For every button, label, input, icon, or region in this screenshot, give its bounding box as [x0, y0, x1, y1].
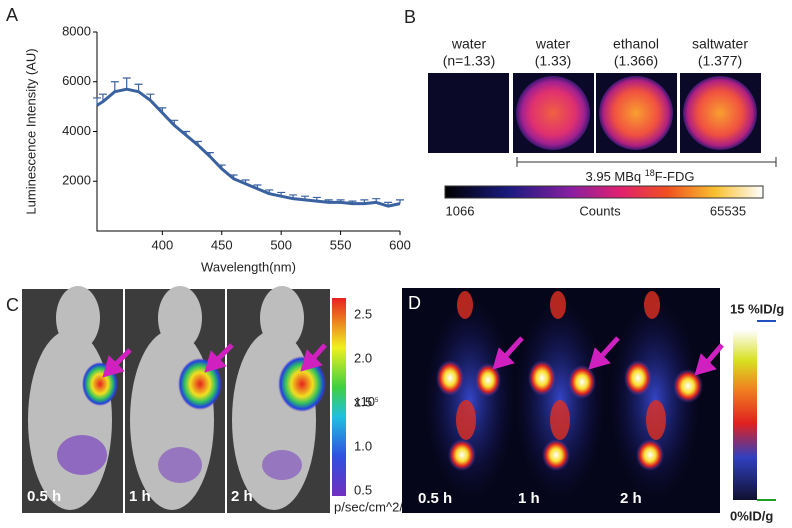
- bracket: [516, 157, 777, 167]
- bracket-label: 3.95 MBq 18F-FDG: [586, 168, 695, 184]
- y-tick-label: 4000: [62, 123, 91, 138]
- colorbar: [733, 330, 757, 500]
- colorbar-max: 65535: [710, 203, 746, 218]
- time-label: 1 h: [518, 490, 540, 507]
- line-chart: 2000 4000 6000 8000 400 450 500 550 600 Wavelengt…: [23, 23, 410, 274]
- superscript: 18: [645, 168, 655, 178]
- scale-base: x10: [354, 394, 375, 409]
- phantom-images: [428, 73, 761, 153]
- column-headers: water(n=1.33)water(1.33)ethanol(1.366)sa…: [443, 36, 749, 69]
- colorbar-bottom-label: 0%ID/g: [730, 508, 773, 523]
- x-tick-label: 500: [270, 237, 292, 252]
- superscript: 5: [375, 398, 379, 404]
- colorbar-top-label: 15 %ID/g: [730, 301, 784, 316]
- colorbar-units: p/sec/cm^2/sr: [334, 499, 414, 514]
- panel-label: D: [408, 293, 421, 313]
- error-bar: [122, 77, 131, 90]
- error-bar: [110, 81, 119, 92]
- y-tick-label: 8000: [62, 23, 91, 38]
- column-header: saltwater: [692, 36, 748, 52]
- column-header: (1.377): [698, 53, 742, 69]
- pet-images: [402, 288, 724, 513]
- column-header: water: [535, 36, 571, 52]
- time-label: 0.5 h: [27, 488, 61, 505]
- column-header: (1.366): [614, 53, 658, 69]
- phantom-image: [428, 73, 509, 153]
- colorbar-tick: 1.5: [354, 394, 372, 409]
- column-header: (1.33): [535, 53, 572, 69]
- colorbar-title: Counts: [579, 203, 621, 218]
- colorbar-tick: 1.0: [354, 438, 372, 453]
- colorbar-min: 1066: [446, 203, 475, 218]
- x-tick-label: 600: [389, 237, 411, 252]
- panel-label: A: [6, 5, 18, 25]
- panel-label: C: [6, 295, 19, 315]
- x-tick-label: 400: [152, 237, 174, 252]
- time-labels: 0.5 h 1 h 2 h: [27, 488, 253, 505]
- data-line: [96, 87, 401, 208]
- y-tick-label: 6000: [62, 73, 91, 88]
- phantom-disk: [599, 76, 673, 150]
- panel-label: B: [404, 7, 416, 27]
- column-header: (n=1.33): [443, 53, 496, 69]
- time-label: 2 h: [231, 488, 253, 505]
- optical-images: [22, 286, 330, 513]
- phantom-disk: [683, 76, 757, 150]
- y-tick-label: 2000: [62, 173, 91, 188]
- colorbar: [332, 298, 346, 496]
- time-label: 2 h: [620, 490, 642, 507]
- bracket-text: 3.95 MBq: [586, 169, 645, 184]
- time-label: 1 h: [129, 488, 151, 505]
- x-axis-label: Wavelength(nm): [201, 259, 296, 274]
- x-tick-label: 550: [330, 237, 352, 252]
- bracket-text: F-FDG: [655, 169, 695, 184]
- colorbar-scale: x105: [354, 394, 379, 409]
- x-tick-label: 450: [211, 237, 233, 252]
- colorbar-tick: 0.5: [354, 482, 372, 497]
- colorbar-tick: 2.0: [354, 350, 372, 365]
- y-axis-label: Luminescence Intensity (AU): [23, 48, 38, 214]
- time-labels: 0.5 h 1 h 2 h: [418, 490, 642, 507]
- phantom-disk: [516, 76, 590, 150]
- time-label: 0.5 h: [418, 490, 452, 507]
- error-bar: [396, 199, 404, 204]
- colorbar: [444, 185, 764, 199]
- column-header: ethanol: [613, 36, 659, 52]
- column-header: water: [451, 36, 487, 52]
- colorbar-ticks: 2.5 2.0 1.5 1.0 0.5: [354, 306, 372, 497]
- colorbar-tick: 2.5: [354, 306, 372, 321]
